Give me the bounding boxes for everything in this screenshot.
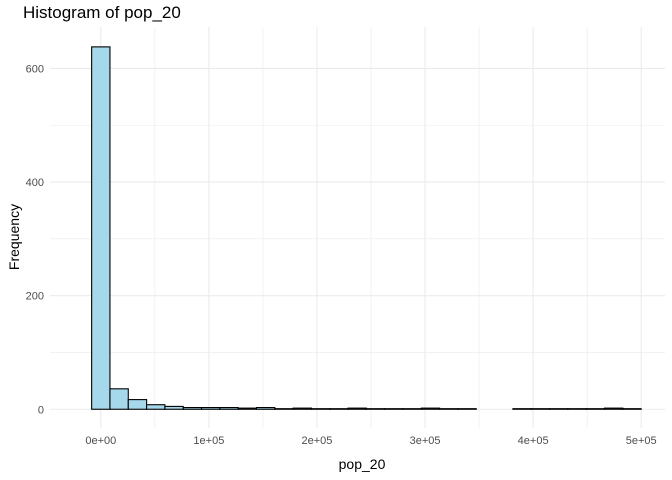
histogram-bar <box>402 408 422 410</box>
histogram-bar <box>146 404 166 410</box>
x-tick-label: 5e+05 <box>626 435 657 447</box>
x-tick-label: 3e+05 <box>410 435 441 447</box>
histogram-bar <box>91 46 111 410</box>
chart-title: Histogram of pop_20 <box>23 3 181 22</box>
x-axis-title: pop_20 <box>338 456 386 472</box>
histogram-bar <box>384 408 404 410</box>
histogram-bar <box>457 408 477 410</box>
histogram-bar <box>274 408 294 410</box>
histogram-bar <box>512 408 532 410</box>
histogram-bar <box>329 408 349 410</box>
histogram-bar <box>219 407 239 410</box>
histogram-bar <box>365 408 386 410</box>
histogram-bar <box>255 407 276 410</box>
histogram-bar <box>127 399 148 410</box>
histogram-bar <box>603 407 624 410</box>
histogram-bar <box>622 408 642 410</box>
histogram-bar <box>530 408 551 410</box>
x-tick-label: 2e+05 <box>302 435 333 447</box>
histogram-bar <box>310 408 331 410</box>
histogram-bar <box>347 407 367 410</box>
x-tick-labels: 0e+00 1e+05 2e+05 3e+05 4e+05 5e+05 <box>85 435 656 447</box>
histogram-bar <box>567 408 587 410</box>
x-tick-label: 4e+05 <box>518 435 549 447</box>
x-tick-label: 1e+05 <box>193 435 224 447</box>
histogram-bar <box>182 407 203 410</box>
histogram-bar <box>439 408 459 410</box>
histogram-bars <box>91 46 642 410</box>
grid-minor <box>50 27 665 428</box>
y-tick-label: 400 <box>26 177 44 189</box>
histogram-bar <box>164 405 184 410</box>
histogram-bar <box>548 408 569 410</box>
histogram-bar <box>237 407 258 410</box>
histogram-bar <box>109 388 129 410</box>
y-tick-label: 0 <box>38 404 44 416</box>
y-tick-label: 200 <box>26 291 44 303</box>
y-tick-labels: 0 200 400 600 <box>26 63 44 416</box>
histogram-bar <box>585 408 606 410</box>
y-tick-label: 600 <box>26 63 44 75</box>
x-tick-label: 0e+00 <box>85 435 116 447</box>
grid-major <box>50 27 665 428</box>
histogram-bar <box>292 407 312 410</box>
histogram-bar <box>420 407 441 410</box>
histogram-bar <box>200 407 221 410</box>
